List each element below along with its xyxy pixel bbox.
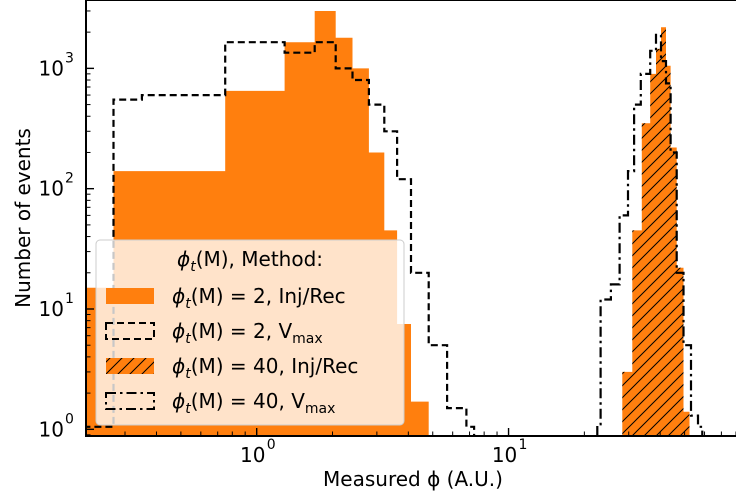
y-tick-label: 10 [39, 297, 64, 321]
y-tick-exponent: 0 [65, 411, 74, 427]
legend: ϕt(M), Method: ϕt(M) = 2, Inj/Rec ϕt(M) = … [95, 239, 405, 426]
y-tick-label: 10 [39, 177, 64, 201]
y-tick-label: 10 [39, 56, 64, 80]
y-tick-label: 10 [39, 417, 64, 441]
legend-label-3: ϕt(M) = 40, Inj/Rec [172, 354, 358, 382]
x-tick-exponent: 0 [267, 437, 276, 453]
legend-box [95, 239, 405, 426]
legend-title: ϕt(M), Method: [177, 247, 323, 275]
series-2-histogram [86, 41, 476, 436]
series-3-histogram [622, 27, 690, 436]
legend-handle-1 [106, 288, 154, 304]
legend-label-4: ϕt(M) = 40, Vmax [172, 389, 335, 417]
legend-handle-4 [105, 392, 155, 410]
x-axis-label: Measured ϕ (A.U.) [323, 467, 503, 491]
axes-frame [85, 0, 736, 437]
x-tick-label: 10 [240, 443, 265, 467]
legend-label-1: ϕt(M) = 2, Inj/Rec [172, 284, 346, 312]
legend-handle-3 [106, 358, 154, 374]
y-tick-exponent: 2 [65, 171, 74, 187]
series-4-histogram [596, 33, 704, 436]
y-tick-exponent: 1 [65, 291, 74, 307]
x-axis: 10 0 10 1 [124, 428, 736, 467]
legend-label-2: ϕt(M) = 2, Vmax [172, 319, 323, 347]
y-tick-exponent: 3 [65, 50, 74, 66]
x-tick-label: 10 [492, 443, 517, 467]
x-tick-exponent: 1 [519, 437, 528, 453]
legend-handle-2 [105, 322, 155, 340]
y-axis-label: Number of events [11, 128, 35, 308]
